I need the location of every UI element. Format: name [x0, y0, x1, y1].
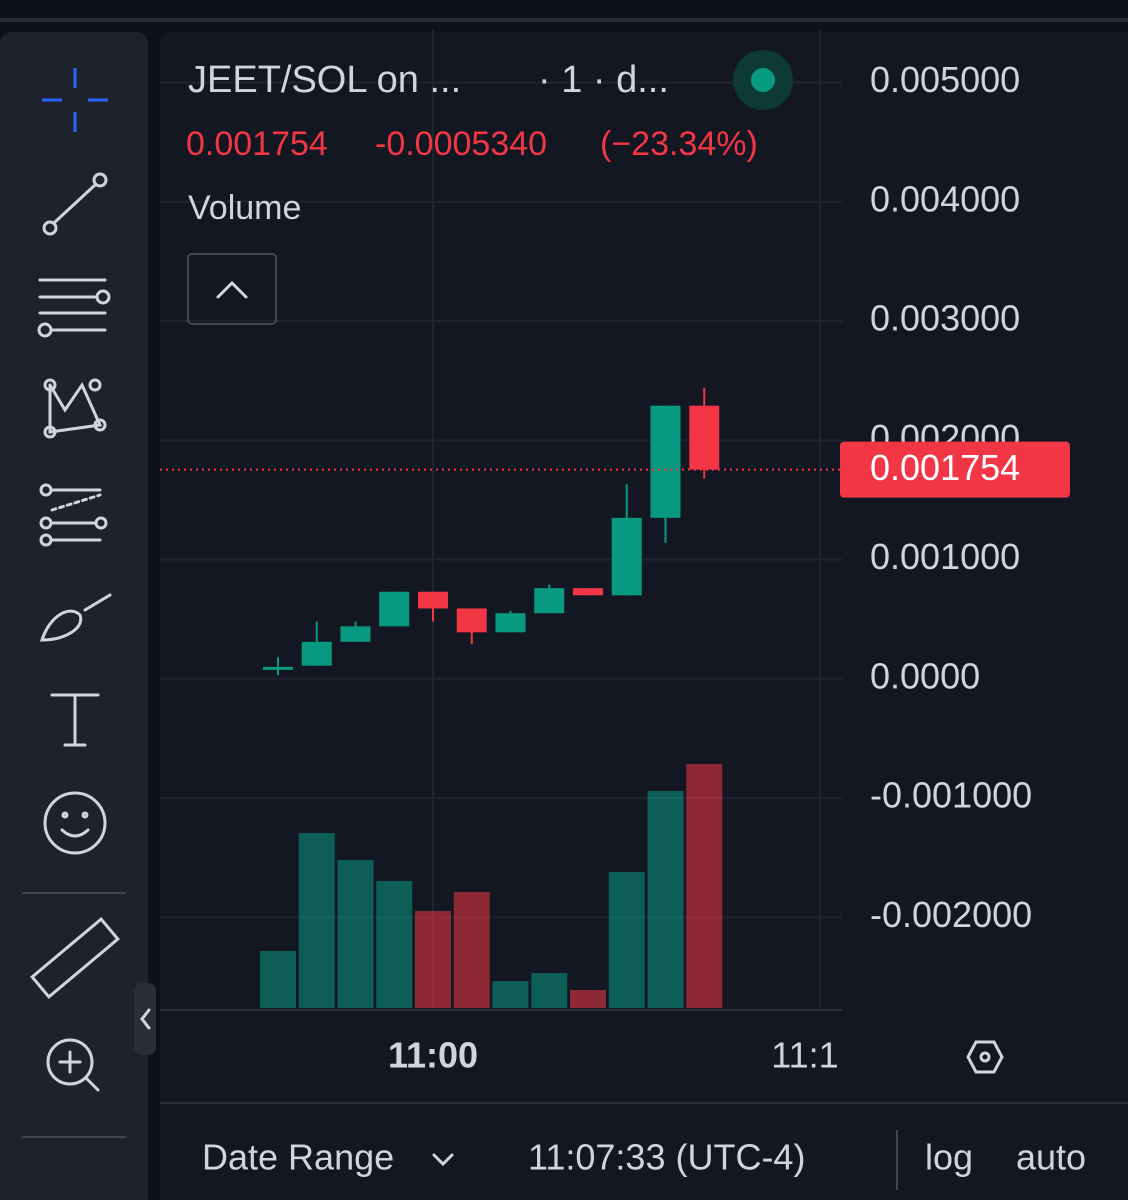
volume-bar	[647, 791, 684, 1008]
volume-bar	[686, 764, 723, 1008]
volume-bar	[298, 833, 335, 1008]
collapse-button[interactable]	[134, 983, 156, 1055]
trend-line-icon[interactable]	[42, 172, 108, 236]
candle-body	[611, 517, 642, 596]
candle-body	[456, 608, 487, 633]
toolbar-icons	[22, 68, 156, 1138]
collapse-arrow	[140, 1008, 151, 1030]
indicator-name: Volume	[188, 189, 301, 227]
zoom-icon[interactable]	[46, 1038, 100, 1092]
interval: · 1 · d...	[538, 59, 669, 101]
status-dot	[751, 68, 775, 92]
candle-body	[534, 588, 565, 614]
auto-toggle[interactable]: auto	[1016, 1137, 1086, 1178]
volume-bar	[608, 872, 645, 1008]
chevron-up	[216, 280, 248, 299]
y-tick-label: -0.001000	[870, 775, 1032, 816]
last-price: 0.001754	[186, 125, 328, 163]
text-icon[interactable]	[50, 693, 100, 747]
volume-bar	[376, 881, 413, 1008]
candle-body	[495, 613, 526, 633]
brush-icon[interactable]	[39, 593, 112, 642]
candle-body	[573, 588, 603, 596]
fib-icon[interactable]	[37, 278, 111, 338]
candle-body	[379, 591, 410, 627]
x-tick-label: 11:00	[388, 1035, 478, 1076]
candle-body	[340, 626, 371, 642]
y-tick-label: 0.001000	[870, 536, 1020, 577]
candle-body	[263, 666, 293, 670]
collapse-legend-button[interactable]	[187, 253, 277, 325]
volume-bar	[260, 951, 296, 1008]
toolbar	[0, 32, 148, 1200]
volume-bar	[415, 911, 451, 1008]
top-divider	[0, 18, 1128, 22]
ruler-icon[interactable]	[30, 917, 120, 999]
price-change-pct: (−23.34%)	[600, 125, 758, 163]
plot: 0.0050000.0040000.0030000.0020000.001000…	[160, 30, 1070, 1008]
y-tick-label: 0.005000	[870, 59, 1020, 100]
volume-bar	[531, 973, 568, 1008]
dropdown-arrow	[432, 1153, 454, 1167]
candle-body	[301, 641, 332, 666]
price-change: -0.0005340	[375, 125, 547, 163]
log-toggle[interactable]: log	[925, 1137, 973, 1178]
symbol-title: JEET/SOL on ...	[188, 59, 461, 101]
prediction-icon[interactable]	[39, 483, 108, 547]
date-range[interactable]: Date Range	[202, 1137, 394, 1178]
y-tick-label: -0.002000	[870, 894, 1032, 935]
crosshair-icon[interactable]	[42, 68, 108, 132]
settings-icon[interactable]	[966, 1040, 1004, 1074]
clock: 11:07:33 (UTC-4)	[528, 1137, 805, 1178]
volume-bar	[570, 990, 606, 1008]
last-price-label: 0.001754	[870, 447, 1020, 488]
settings-icon-center	[979, 1051, 991, 1063]
emoji-icon[interactable]	[43, 791, 107, 855]
candle-body	[418, 591, 448, 609]
volume-bar	[337, 860, 374, 1008]
y-tick-label: 0.003000	[870, 298, 1020, 339]
y-tick-label: 0.0000	[870, 655, 980, 696]
candle-body	[650, 405, 681, 518]
volume-bar	[492, 981, 529, 1008]
candle-body	[689, 405, 720, 470]
volume-bar	[453, 892, 490, 1008]
x-tick-label: 11:1	[771, 1035, 838, 1076]
y-tick-label: 0.004000	[870, 178, 1020, 219]
pattern-icon[interactable]	[43, 378, 107, 439]
last-price-box	[840, 441, 1070, 498]
